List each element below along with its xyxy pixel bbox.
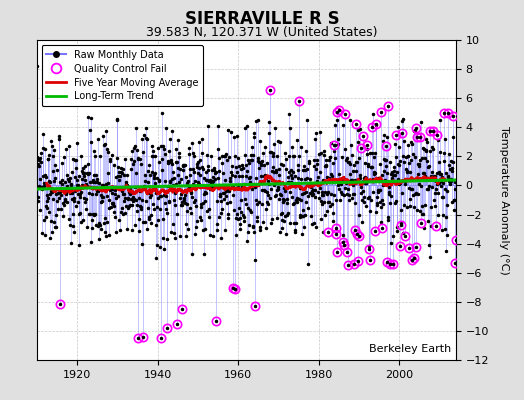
Text: 39.583 N, 120.371 W (United States): 39.583 N, 120.371 W (United States): [146, 26, 378, 39]
Text: SIERRAVILLE R S: SIERRAVILLE R S: [184, 10, 340, 28]
Text: Berkeley Earth: Berkeley Earth: [369, 344, 452, 354]
Legend: Raw Monthly Data, Quality Control Fail, Five Year Moving Average, Long-Term Tren: Raw Monthly Data, Quality Control Fail, …: [41, 45, 203, 106]
Y-axis label: Temperature Anomaly (°C): Temperature Anomaly (°C): [498, 126, 509, 274]
